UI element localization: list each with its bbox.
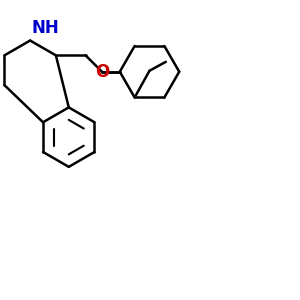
- Text: NH: NH: [31, 19, 59, 37]
- Text: O: O: [95, 63, 109, 81]
